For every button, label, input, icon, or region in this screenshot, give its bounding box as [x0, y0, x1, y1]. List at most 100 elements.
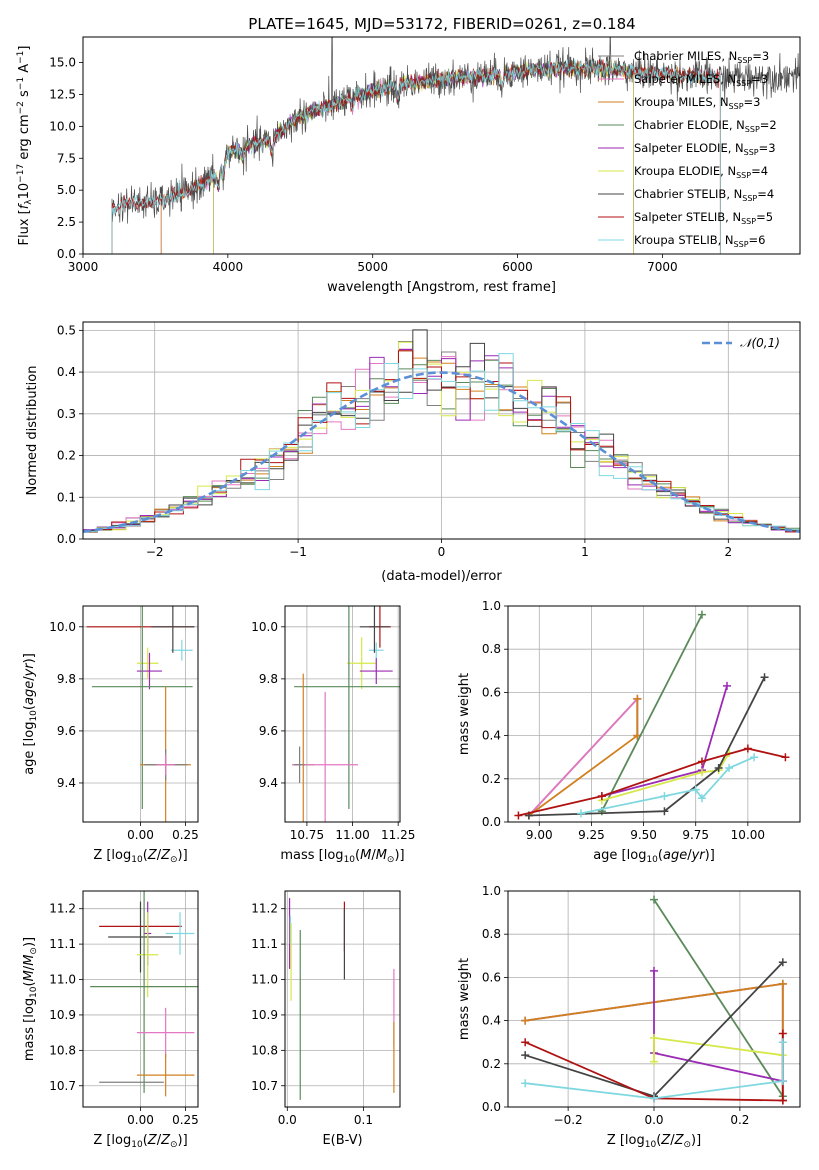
x-tick-label: −1: [289, 545, 307, 559]
weight-point: [778, 1038, 787, 1047]
x-tick-label: 11.00: [335, 828, 369, 842]
y-tick-label: 0.3: [57, 407, 76, 421]
y-axis-label: age [log10(age/yr)]: [22, 653, 39, 775]
x-tick-label: 10.00: [731, 828, 765, 842]
weight-point: [660, 807, 669, 816]
weight-point: [514, 811, 523, 820]
legend-label: Kroupa STELIB, NSSP=6: [634, 233, 765, 249]
y-tick-label: 0.8: [482, 642, 501, 656]
y-tick-label: 11.2: [251, 902, 278, 916]
x-tick-label: 10.75: [290, 828, 324, 842]
weight-point: [781, 753, 790, 762]
weight-point: [577, 809, 585, 818]
x-tick-label: 9.50: [630, 828, 657, 842]
weight-point: [778, 958, 787, 967]
age_vs_Z-axes: 0.00 0.25 9.4 9.6 9.8 10.0: [49, 606, 199, 842]
weight-point: [597, 792, 606, 801]
y-tick-label: 10.7: [251, 1079, 278, 1093]
y-tick-label: 9.8: [57, 672, 76, 686]
spectrum-series-line: [111, 59, 721, 254]
y-tick-label: 2.5: [57, 215, 76, 229]
y-tick-label: 5.0: [57, 183, 76, 197]
x-axis-label: E(B-V): [322, 1133, 362, 1148]
y-tick-label: 0.5: [57, 323, 76, 337]
x-axis-label: wavelength [Angstrom, rest frame]: [327, 280, 556, 295]
age_vs_Z-frame: [82, 605, 199, 823]
spectrum-axes: 3000 4000 5000 6000 7000 0.0 2.5 5.0 7.5 10.0 12.5…: [49, 56, 677, 274]
y-tick-label: 11.0: [251, 973, 278, 987]
weight-point: [743, 744, 752, 753]
age_vs_mass-axes: 10.75 11.00 11.25 9.4 9.6 9.8 10.0: [251, 606, 415, 842]
x-tick-label: −2: [146, 545, 164, 559]
y-axis-label: Flux [fλ10−17 erg cm−2 s−1 A−1]: [16, 46, 34, 246]
weight-point: [714, 764, 723, 772]
x-tick-label: 9.75: [682, 828, 709, 842]
y-tick-label: 0.0: [482, 815, 501, 829]
weight-point: [521, 1051, 530, 1060]
y-tick-label: 0.0: [57, 247, 76, 261]
weight-point: [650, 1057, 658, 1066]
y-tick-label: 0.2: [482, 1057, 501, 1071]
weight-point: [760, 673, 769, 682]
y-tick-label: 10.9: [251, 1008, 278, 1022]
y-tick-label: 15.0: [49, 56, 76, 70]
y-tick-label: 0.2: [57, 449, 76, 463]
weight-point: [750, 753, 759, 762]
y-tick-label: 1.0: [482, 884, 501, 898]
spectrum-frame: [82, 36, 801, 255]
legend-label: Salpeter MILES, NSSP=3: [634, 72, 768, 88]
x-tick-label: 0: [438, 545, 446, 559]
y-tick-label: 10.9: [49, 1008, 76, 1022]
x-tick-label: 0.00: [127, 828, 154, 842]
mass_vs_ebv-axes: 0.0 0.1 10.7 10.8 10.9 11.0 11.1 11.2: [251, 891, 400, 1127]
x-tick-label: 2: [724, 545, 732, 559]
age_vs_mass-frame: [284, 605, 401, 823]
y-tick-label: 10.0: [251, 620, 278, 634]
y-tick-label: 0.6: [482, 970, 501, 984]
legend-label: Salpeter ELODIE, NSSP=3: [634, 141, 776, 157]
x-tick-label: 5000: [357, 260, 388, 274]
age_vs_mass-errorbars: [292, 606, 400, 822]
weight-point: [633, 694, 642, 703]
weight-point: [723, 681, 731, 690]
y-tick-label: 0.8: [482, 927, 501, 941]
y-tick-label: 9.6: [57, 724, 76, 738]
x-tick-label: 1: [581, 545, 589, 559]
x-tick-label: 0.25: [172, 828, 199, 842]
weight-point: [697, 757, 706, 766]
y-tick-label: 10.8: [251, 1043, 278, 1057]
x-tick-label: −0.2: [554, 1113, 583, 1127]
x-axis-label: age [log10(age/yr)]: [593, 848, 715, 865]
weight-point: [691, 785, 700, 794]
y-tick-label: 0.1: [57, 490, 76, 504]
y-tick-label: 11.1: [49, 937, 76, 951]
weight-point: [650, 966, 658, 975]
residual-legend: 𝒩(0,1): [702, 336, 780, 350]
legend-label: Kroupa ELODIE, NSSP=4: [634, 164, 768, 180]
weight-point: [650, 1094, 658, 1103]
weight-point: [725, 764, 734, 772]
weight-point: [778, 979, 787, 988]
y-tick-label: 9.6: [259, 724, 278, 738]
x-axis-label: Z [log10(Z/Z⊙)]: [93, 1133, 187, 1150]
spectrum-lines: [111, 37, 800, 254]
residual-histograms: [83, 329, 800, 535]
weight_vs_Z-frame: [507, 890, 801, 1108]
weight-series-line: [580, 756, 755, 815]
weight-point: [660, 792, 669, 801]
x-tick-label: 4000: [213, 260, 244, 274]
legend-label: Chabrier ELODIE, NSSP=2: [634, 118, 777, 134]
y-tick-label: 12.5: [49, 87, 76, 101]
y-tick-label: 0.4: [57, 365, 76, 379]
normal-curve: [83, 371, 800, 533]
legend-label: 𝒩(0,1): [740, 336, 780, 350]
y-tick-label: 9.4: [57, 776, 76, 790]
y-tick-label: 0.0: [57, 532, 76, 546]
x-tick-label: 0.25: [172, 1113, 199, 1127]
weight-series-line: [601, 752, 730, 802]
x-tick-label: 3000: [68, 260, 99, 274]
residuals-frame: [82, 321, 801, 540]
y-tick-label: 11.1: [251, 937, 278, 951]
figure-title: PLATE=1645, MJD=53172, FIBERID=0261, z=0…: [248, 15, 635, 33]
x-axis-label: Z [log10(Z/Z⊙)]: [93, 848, 187, 865]
